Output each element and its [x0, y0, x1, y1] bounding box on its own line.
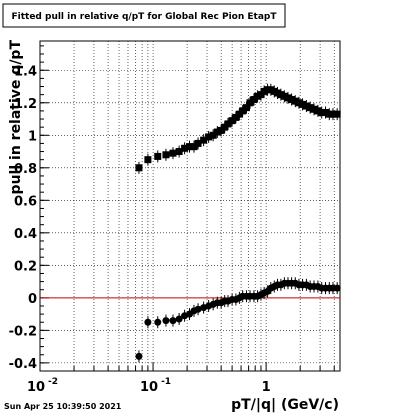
- square-marker: [291, 97, 299, 105]
- square-marker: [284, 94, 292, 102]
- circle-marker: [162, 317, 170, 325]
- square-marker: [224, 120, 232, 128]
- square-marker: [181, 144, 189, 152]
- y-tick-label: 1.2: [14, 97, 37, 112]
- x-axis-label: pT/|q| (GeV/c): [231, 397, 339, 413]
- y-tick-label: 1.4: [14, 64, 37, 79]
- square-marker: [217, 126, 225, 134]
- square-marker: [302, 102, 310, 110]
- x-tick-label: 10: [27, 380, 45, 395]
- circle-marker: [333, 284, 341, 292]
- square-marker: [135, 164, 143, 172]
- square-marker: [144, 156, 152, 164]
- square-marker: [200, 136, 208, 144]
- circle-marker: [169, 317, 177, 325]
- timestamp: Sun Apr 25 10:39:50 2021: [4, 402, 122, 411]
- square-marker: [322, 109, 330, 117]
- plot-frame: [39, 40, 341, 372]
- square-marker: [314, 107, 322, 115]
- square-marker: [162, 151, 170, 159]
- circle-marker: [194, 305, 202, 313]
- x-tick-label: 1: [262, 380, 271, 395]
- square-marker: [250, 96, 258, 104]
- square-marker: [194, 139, 202, 147]
- y-tick-label: 0.4: [14, 227, 37, 242]
- square-marker: [213, 128, 221, 136]
- square-marker: [325, 110, 333, 118]
- y-axis-label: pull in relative q/pT: [8, 40, 24, 195]
- square-marker: [280, 92, 288, 100]
- square-marker: [295, 99, 303, 107]
- chart-title: Fitted pull in relative q/pT for Global …: [11, 12, 277, 22]
- circle-marker: [135, 352, 143, 360]
- square-marker: [329, 110, 337, 118]
- square-marker: [186, 143, 194, 151]
- grid: [39, 41, 340, 371]
- x-tick-exponent: -2: [48, 377, 58, 387]
- circle-marker: [175, 315, 183, 323]
- axes: -0.4-0.200.20.40.60.811.21.410 -2 10 -1 1: [9, 45, 335, 395]
- square-marker: [242, 104, 250, 112]
- square-marker: [209, 131, 217, 139]
- square-marker: [154, 152, 162, 160]
- y-tick-label: 0.2: [14, 259, 37, 274]
- square-marker: [306, 104, 314, 112]
- y-tick-label: 0.8: [14, 162, 37, 177]
- square-marker: [232, 113, 240, 121]
- square-marker: [333, 110, 341, 118]
- x-tick-label: 10: [140, 380, 158, 395]
- square-marker: [205, 133, 213, 141]
- square-marker: [239, 107, 247, 115]
- square-marker: [246, 99, 254, 107]
- square-marker: [310, 105, 318, 113]
- x-tick-exponent: -1: [161, 377, 171, 387]
- square-marker: [175, 148, 183, 156]
- square-marker: [169, 149, 177, 157]
- y-tick-label: -0.2: [9, 324, 37, 339]
- y-tick-label: 0: [28, 292, 37, 307]
- series-layer: [135, 83, 341, 363]
- y-tick-label: -0.4: [9, 357, 37, 372]
- square-marker: [228, 117, 236, 125]
- square-marker: [299, 100, 307, 108]
- square-marker: [190, 143, 198, 151]
- square-marker: [277, 91, 285, 99]
- circle-marker: [154, 318, 162, 326]
- square-marker: [288, 96, 296, 104]
- title-box: [2, 3, 286, 28]
- y-tick-label: 1: [28, 129, 37, 144]
- circle-marker: [144, 318, 152, 326]
- y-tick-label: 0.6: [14, 194, 37, 209]
- square-marker: [318, 109, 326, 117]
